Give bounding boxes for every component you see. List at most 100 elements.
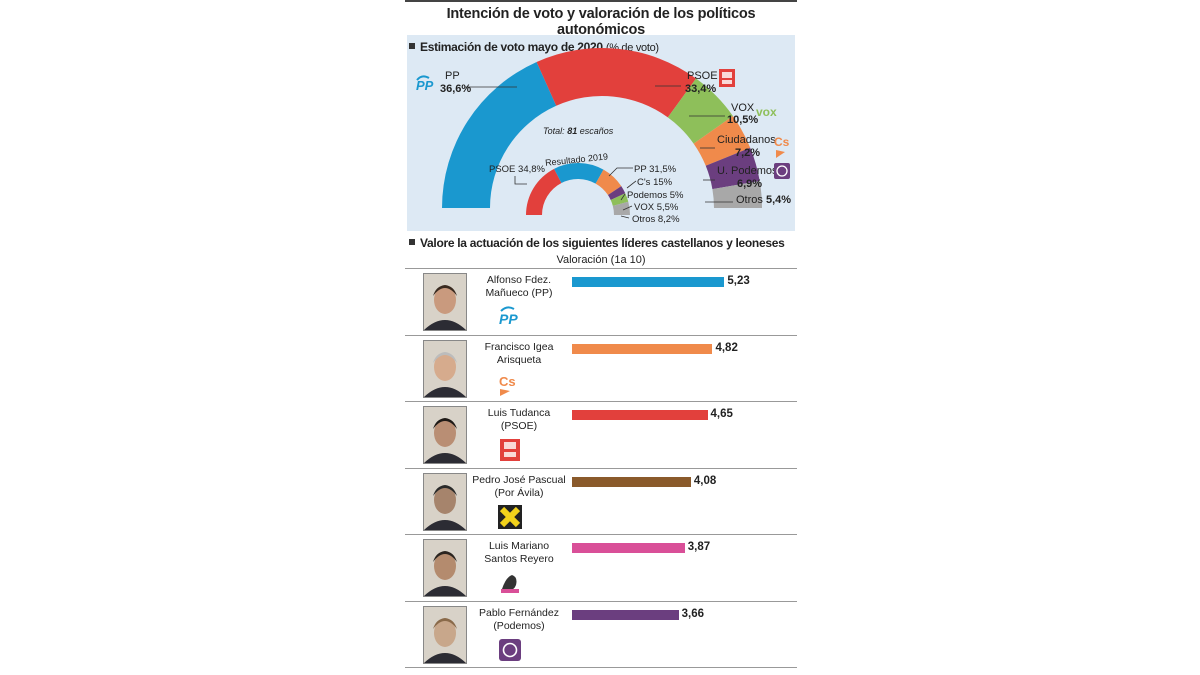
rating-value-label: 4,08 bbox=[693, 474, 717, 487]
row-divider bbox=[405, 268, 797, 269]
row-divider bbox=[405, 401, 797, 402]
svg-text:Cs: Cs bbox=[499, 374, 516, 389]
label-leaders bbox=[465, 85, 733, 219]
leader-name: Luis Mariano Santos Reyero bbox=[471, 540, 567, 566]
row-divider bbox=[405, 534, 797, 535]
inner-slice-cs bbox=[595, 169, 622, 196]
outer-label-podemos-value: 6,9% bbox=[737, 178, 762, 190]
row-divider bbox=[405, 667, 797, 668]
leader-name-line1: Pablo Fernández bbox=[479, 606, 559, 619]
row-divider bbox=[405, 334, 797, 336]
cs-logo-icon: Cs bbox=[498, 372, 522, 396]
bullet-square-icon bbox=[409, 239, 415, 245]
leader-name: Pedro José Pascual (Por Ávila) bbox=[471, 474, 567, 500]
rating-value-label: 3,66 bbox=[681, 607, 705, 620]
podemos-logo-icon bbox=[498, 638, 522, 662]
section-title-text: Estimación de voto mayo de 2020 bbox=[420, 40, 603, 54]
svg-text:PP: PP bbox=[416, 78, 434, 93]
svg-text:Cs: Cs bbox=[774, 135, 790, 149]
rating-value-label: 5,23 bbox=[727, 275, 750, 287]
outer-label-psoe-name: PSOE bbox=[687, 70, 718, 82]
outer-label-cs-value: 7,2% bbox=[735, 147, 760, 159]
inner-label-otros: Otros 8,2% bbox=[632, 214, 680, 225]
poravila-logo-icon bbox=[498, 504, 522, 529]
row-divider bbox=[405, 600, 797, 602]
leader-name-line1: Alfonso Fdez. bbox=[486, 274, 552, 286]
leader-name-line2: (Por Ávila) bbox=[494, 486, 544, 499]
outer-label-otros: Otros 5,4% bbox=[736, 194, 791, 206]
inner-slice-psoe bbox=[526, 168, 562, 215]
inner-label-cs: C's 15% bbox=[637, 177, 673, 188]
svg-text:PP: PP bbox=[499, 311, 518, 327]
leader-name: Alfonso Fdez. Mañueco (PP) bbox=[471, 274, 567, 300]
rating-bar bbox=[572, 343, 713, 354]
rating-bar bbox=[572, 609, 679, 620]
leader-name: Francisco Igea Arisqueta bbox=[471, 341, 567, 367]
outer-slice-podemos bbox=[705, 147, 760, 190]
leader-name-line2: (Podemos) bbox=[493, 619, 545, 632]
outer-label-podemos-name: U. Podemos bbox=[717, 165, 778, 177]
outer-slice-otros bbox=[712, 180, 762, 208]
leader-photo bbox=[423, 605, 467, 664]
podemos-logo-icon bbox=[774, 163, 790, 179]
outer-label-vox-value: 10,5% bbox=[727, 114, 758, 126]
inner-slice-vox bbox=[610, 193, 629, 206]
outer-label-cs-name: Ciudadanos bbox=[717, 134, 776, 146]
leader-line bbox=[620, 193, 626, 201]
leader-name-line1: Francisco Igea bbox=[484, 340, 554, 353]
vox-logo-icon: vox bbox=[756, 105, 777, 119]
inner-label-pp: PP 31,5% bbox=[634, 164, 677, 175]
leader-photo bbox=[423, 406, 467, 464]
outer-label-psoe-value: 33,4% bbox=[685, 83, 716, 95]
rating-value-label: 3,87 bbox=[687, 541, 711, 553]
rating-bar bbox=[572, 277, 725, 287]
inner-donut bbox=[526, 163, 630, 215]
leader-name: Luis Tudanca (PSOE) bbox=[471, 407, 567, 433]
leader-name-line2: Arisqueta bbox=[496, 353, 542, 366]
infographic: Intención de voto y valoración de los po… bbox=[405, 0, 797, 675]
rating-value-label: 4,65 bbox=[710, 408, 733, 420]
section-title-text: Valore la actuación de los siguientes lí… bbox=[420, 236, 785, 250]
leader-photo bbox=[423, 539, 467, 597]
rating-bar bbox=[572, 476, 691, 487]
leader-line bbox=[514, 176, 527, 185]
upl-logo-icon bbox=[498, 571, 522, 595]
leader-photo bbox=[423, 339, 467, 398]
top-rule bbox=[405, 0, 797, 2]
outer-slice-pp bbox=[442, 61, 557, 208]
inner-label-psoe: PSOE 34,8% bbox=[489, 164, 546, 175]
leader-photo bbox=[423, 472, 467, 531]
section-title-leaders: Valore la actuación de los siguientes lí… bbox=[409, 236, 785, 250]
inner-slice-podemos bbox=[607, 186, 626, 200]
leader-line bbox=[626, 180, 637, 189]
leader-name-line1: Luis Tudanca bbox=[487, 407, 551, 419]
inner-slice-otros bbox=[612, 201, 630, 215]
cs-logo-icon: Cs bbox=[774, 135, 790, 158]
inner-label-podemos: Podemos 5% bbox=[627, 190, 684, 201]
psoe-logo-icon bbox=[719, 69, 735, 87]
leader-name-line1: Luis Mariano bbox=[488, 540, 550, 552]
pp-logo-icon: PP bbox=[416, 75, 434, 93]
leader-line bbox=[608, 167, 633, 177]
rating-bar bbox=[572, 543, 685, 553]
leader-name-line2: Santos Reyero bbox=[484, 553, 554, 565]
psoe-logo-icon bbox=[498, 438, 522, 462]
page-title: Intención de voto y valoración de los po… bbox=[446, 6, 756, 38]
outer-donut bbox=[442, 47, 762, 208]
outer-label-vox-name: VOX bbox=[731, 102, 755, 114]
outer-slice-psoe bbox=[536, 47, 697, 118]
leader-line bbox=[622, 205, 633, 211]
leader-photo bbox=[423, 273, 467, 331]
outer-label-pp-value: 36,6% bbox=[440, 83, 471, 95]
leader-line bbox=[620, 215, 630, 219]
leader-name-line2: Mañueco (PP) bbox=[485, 287, 553, 299]
leader-name: Pablo Fernández (Podemos) bbox=[471, 607, 567, 633]
vote-donut-chart: PP PP 36,6% PSOE 33,4% VOX 10,5% vox Ciu… bbox=[416, 47, 791, 225]
leader-name-line2: (PSOE) bbox=[500, 420, 538, 432]
bullet-square-icon bbox=[409, 43, 415, 49]
scale-label: Valoración (1a 10) bbox=[556, 254, 646, 266]
inner-slice-pp bbox=[554, 163, 604, 184]
rating-value-label: 4,82 bbox=[715, 341, 738, 354]
outer-slice-cs bbox=[693, 115, 751, 166]
inner-label-vox: VOX 5,5% bbox=[634, 202, 679, 213]
